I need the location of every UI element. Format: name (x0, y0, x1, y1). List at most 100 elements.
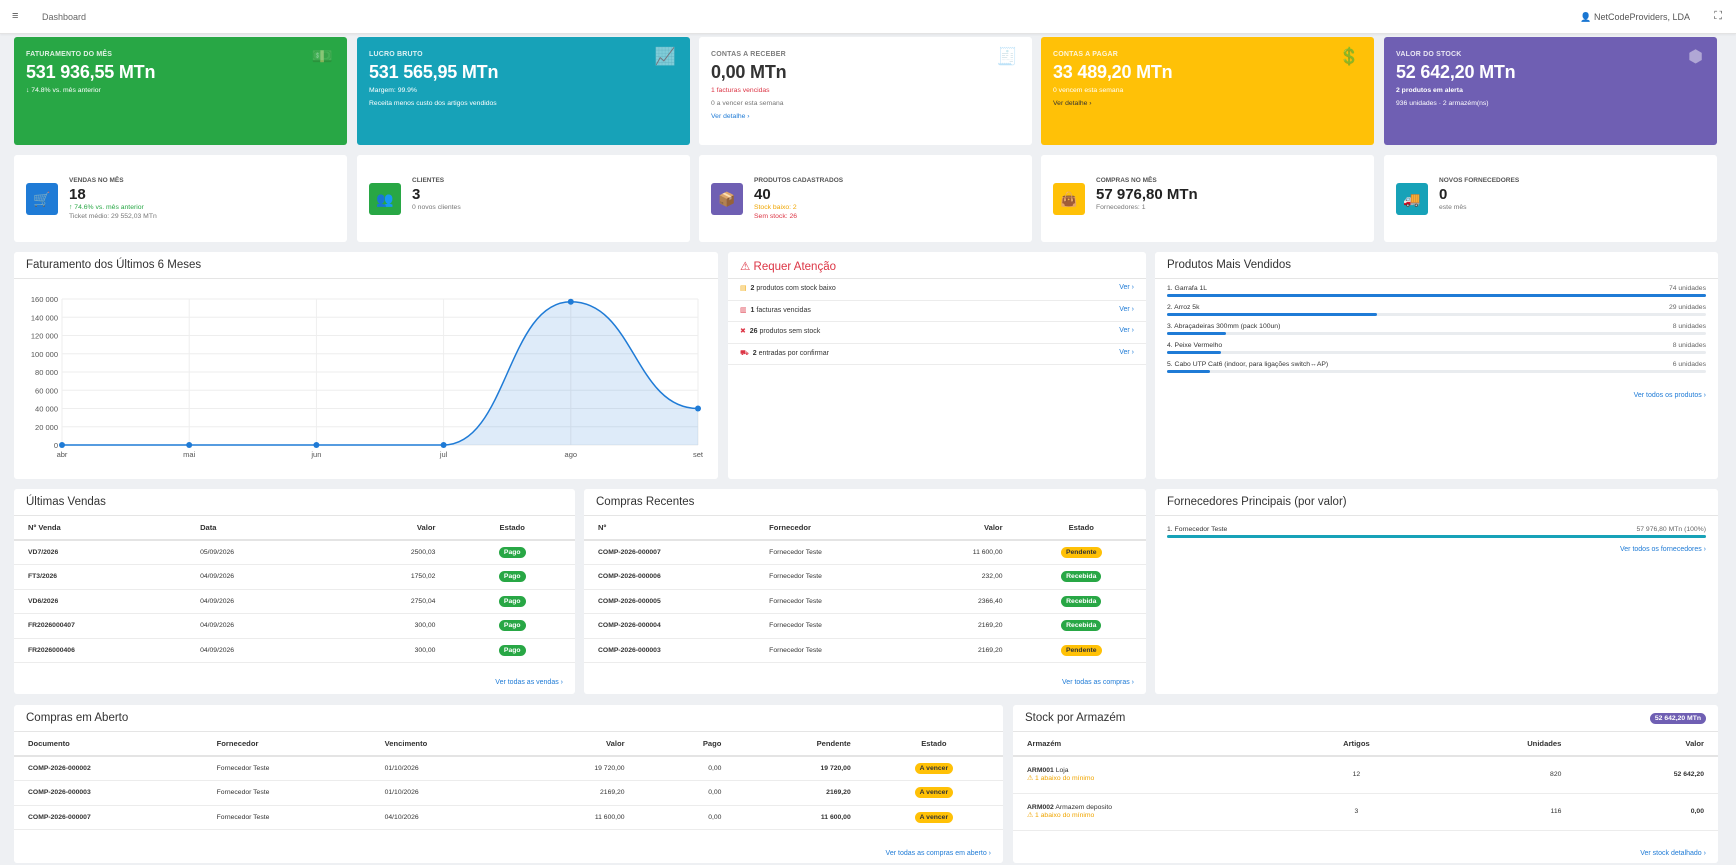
table-cell: VD7/2026 (14, 540, 187, 565)
view-all-products-link[interactable]: Ver todos os produtos › (1633, 392, 1706, 399)
area-fill (62, 301, 698, 445)
table-row[interactable]: ARM001 Loja ⚠ 1 abaixo do mínimo 12 820 5… (1013, 756, 1718, 794)
column-header: Artigos (1289, 732, 1424, 757)
column-header: Valor (1575, 732, 1718, 757)
table-cell: FT3/2026 (14, 564, 187, 590)
revenue-chart: 160 000 140 000 120 000 100 000 80 000 60 000… (31, 295, 704, 459)
stat-value: 0 (1439, 186, 1448, 203)
column-header: Valor (328, 516, 450, 541)
table-cell: COMP-2026-000004 (584, 613, 756, 639)
status-badge: A vencer (914, 763, 954, 774)
table-row[interactable]: COMP-2026-000003 Fornecedor Teste 01/10/20… (14, 780, 1003, 806)
view-all-suppliers-link[interactable]: Ver todos os fornecedores › (1620, 546, 1706, 553)
table-cell: 11 600,00 (907, 540, 1017, 565)
table-row[interactable]: COMP-2026-000007 Fornecedor Teste 11 600,0… (584, 540, 1146, 565)
card-title: Faturamento dos Últimos 6 Meses (14, 252, 718, 279)
x-tick-label: abr (57, 450, 68, 459)
kpi-value: 52 642,20 MTn (1396, 62, 1516, 82)
stat-card: 🛒 VENDAS NO MÊS 18 ↑ 74.6% vs. mês anter… (14, 155, 347, 242)
status-badge: Pago (498, 644, 526, 656)
table-cell: Fornecedor Teste (755, 589, 908, 614)
view-all-sales-link[interactable]: Ver todas as vendas › (495, 679, 563, 686)
person-icon: 👤 (1580, 12, 1592, 22)
product-bar (1167, 351, 1706, 354)
table-row[interactable]: COMP-2026-000005 Fornecedor Teste 2366,40 R… (584, 589, 1146, 614)
file-icon: ▥ (740, 306, 747, 314)
table-cell: 0,00 (638, 805, 736, 830)
table-cell: 0,00 (638, 756, 736, 781)
attention-view-link[interactable]: Ver › (1119, 327, 1134, 334)
kpi-label: FATURAMENTO DO MÊS (26, 51, 113, 58)
truck-icon: 🚚 (1396, 183, 1428, 215)
stat-sub: Fornecedores: 1 (1096, 204, 1146, 211)
open-purchases-card: Compras em Aberto Documento Fornecedor Ven… (14, 705, 1003, 863)
view-all-open-purchases-link[interactable]: Ver todas as compras em aberto › (885, 850, 991, 857)
product-name: 2. Arroz 5k (1167, 304, 1200, 311)
kpi-value: 33 489,20 MTn (1053, 62, 1173, 82)
table-cell: 12 (1289, 756, 1424, 794)
y-tick-label: 80 000 (35, 368, 58, 377)
card-title: Stock por Armazém 52 642,20 MTn (1013, 705, 1718, 732)
attention-view-link[interactable]: Ver › (1119, 305, 1134, 313)
column-header: Estado (449, 516, 575, 541)
table-row[interactable]: COMP-2026-000004 Fornecedor Teste 2169,20 R… (584, 613, 1146, 639)
column-header: Nº (584, 516, 756, 541)
product-units: 6 unidades (1672, 361, 1706, 368)
table-row[interactable]: FR2026000407 04/09/2026 300,00 Pago (14, 613, 575, 639)
purchases-table: Nº Fornecedor Valor Estado COMP-2026-000007 F… (584, 516, 1146, 663)
column-header: Documento (14, 732, 203, 757)
table-cell: Fornecedor Teste (202, 780, 371, 806)
stat-label: CLIENTES (412, 177, 445, 184)
view-stock-detail-link[interactable]: Ver stock detalhado › (1640, 850, 1706, 857)
data-point (313, 442, 320, 448)
table-cell: Fornecedor Teste (755, 613, 908, 639)
table-cell: 0,00 (638, 780, 736, 806)
table-cell: 01/10/2026 (370, 780, 518, 806)
column-header: Estado (1016, 516, 1146, 541)
kpi-detail-link[interactable]: Ver detalhe › (711, 113, 750, 120)
table-row[interactable]: VD6/2026 04/09/2026 2750,04 Pago (14, 589, 575, 614)
y-tick-label: 0 (54, 441, 58, 450)
table-row[interactable]: VD7/2026 05/09/2026 2500,03 Pago (14, 540, 575, 565)
expand-icon[interactable]: ⛶ (1714, 10, 1722, 22)
x-circle-icon: ✖ (740, 328, 746, 335)
stat-label: COMPRAS NO MÊS (1096, 177, 1157, 184)
table-cell: COMP-2026-000002 (14, 756, 203, 781)
purchases-card: Compras Recentes Nº Fornecedor Valor Estado… (584, 489, 1146, 694)
stat-label: PRODUTOS CADASTRADOS (754, 177, 844, 184)
product-name: 3. Abraçadeiras 300mm (pack 100un) (1167, 323, 1281, 330)
data-point (695, 405, 701, 412)
table-row[interactable]: FT3/2026 04/09/2026 1750,02 Pago (14, 564, 575, 590)
table-cell: 19 720,00 (517, 756, 639, 781)
table-cell: Fornecedor Teste (755, 540, 908, 565)
table-row[interactable]: COMP-2026-000002 Fornecedor Teste 01/10/20… (14, 756, 1003, 781)
breadcrumb[interactable]: Dashboard (42, 12, 87, 22)
stat-card: 📦 PRODUTOS CADASTRADOS 40 Stock baixo: 2… (699, 155, 1032, 242)
table-row[interactable]: COMP-2026-000006 Fornecedor Teste 232,00 Re… (584, 564, 1146, 590)
table-row[interactable]: COMP-2026-000003 Fornecedor Teste 2169,20 P… (584, 638, 1146, 663)
menu-icon[interactable]: ≡ (12, 10, 19, 22)
product-item: 3. Abraçadeiras 300mm (pack 100un) 8 unid… (1167, 323, 1706, 335)
kpi-detail-link[interactable]: Ver detalhe › (1053, 100, 1092, 107)
product-item: 2. Arroz 5k 29 unidades (1167, 304, 1706, 316)
table-cell: 3 (1289, 793, 1424, 831)
table-row[interactable]: COMP-2026-000007 Fornecedor Teste 04/10/20… (14, 805, 1003, 830)
stock-warning: 1 abaixo do mínimo (1034, 812, 1095, 819)
attention-view-link[interactable]: Ver › (1119, 348, 1134, 356)
kpi-card: CONTAS A RECEBER 0,00 MTn 1 facturas ven… (699, 37, 1032, 145)
status-badge: Recebida (1061, 620, 1102, 632)
table-cell: COMP-2026-000005 (584, 589, 756, 614)
view-all-purchases-link[interactable]: Ver todas as compras › (1062, 679, 1134, 686)
attention-view-link[interactable]: Ver › (1119, 284, 1134, 291)
table-cell: 2169,20 (907, 613, 1017, 639)
table-cell: 2169,20 (517, 780, 639, 806)
user-menu[interactable]: 👤 NetCodeProviders, LDA (1580, 12, 1690, 22)
table-row[interactable]: ARM002 Armazem deposito ⚠ 1 abaixo do mín… (1013, 793, 1718, 831)
table-row[interactable]: FR2026000406 04/09/2026 300,00 Pago (14, 638, 575, 663)
table-cell: 04/10/2026 (370, 805, 518, 830)
kpi-card: FATURAMENTO DO MÊS 531 936,55 MTn ↓ 74.8… (14, 37, 347, 145)
table-cell: Fornecedor Teste (202, 756, 371, 781)
status-badge: Recebida (1061, 571, 1102, 583)
y-tick-label: 100 000 (31, 350, 58, 359)
status-badge: A vencer (914, 787, 954, 799)
